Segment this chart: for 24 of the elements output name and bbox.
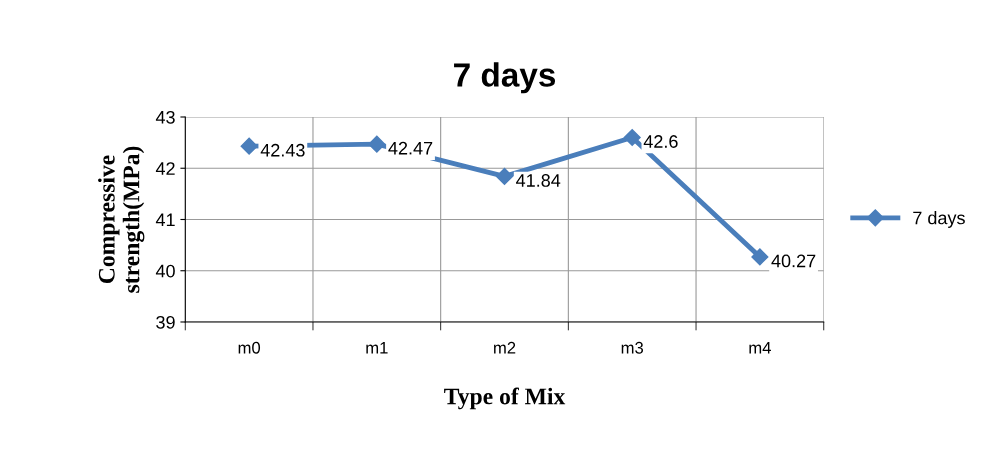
data-label: 40.27 xyxy=(771,254,816,268)
y-tick-label: 42 xyxy=(155,162,175,175)
point xyxy=(240,137,258,155)
x-tick-label: m3 xyxy=(621,341,644,354)
point xyxy=(495,167,514,185)
point xyxy=(623,128,641,147)
x-tick-label: m1 xyxy=(366,342,388,354)
legend-label: 7 days xyxy=(913,211,965,228)
point xyxy=(368,135,386,153)
x-axis-title: Type of Mix xyxy=(444,387,566,410)
y-tick-label: 43 xyxy=(155,110,175,124)
data-label: 41.84 xyxy=(516,174,561,187)
x-tick-label: m0 xyxy=(238,341,261,354)
point xyxy=(751,248,769,266)
x-tick-label: m2 xyxy=(494,341,516,354)
y-tick-label: 40 xyxy=(155,264,175,278)
data-label: 42.43 xyxy=(260,143,305,157)
data-label: 42.47 xyxy=(388,141,433,155)
y-tick-label: 41 xyxy=(155,213,175,227)
x-tick-label: m4 xyxy=(749,342,771,354)
y-axis-title: Compressive strength(MPa) xyxy=(98,146,145,293)
y-tick-label: 39 xyxy=(156,315,175,329)
data-label: 42.6 xyxy=(643,135,678,148)
chart-title: 7 days xyxy=(454,62,556,94)
